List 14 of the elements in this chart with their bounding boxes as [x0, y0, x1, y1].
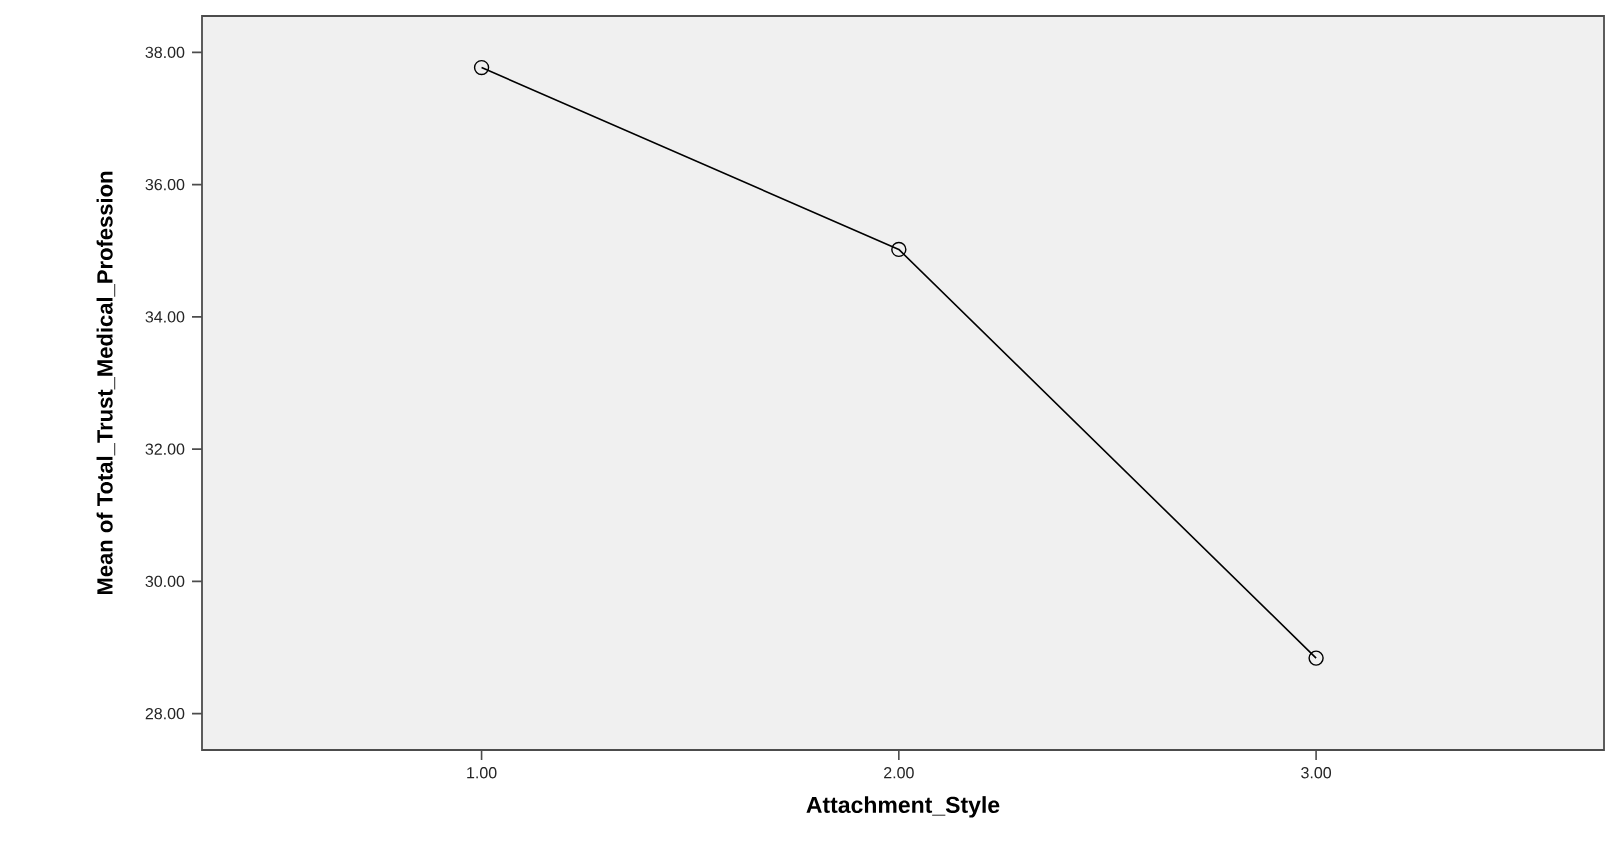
y-tick-label: 34.00 — [145, 311, 185, 323]
x-tick-label: 2.00 — [884, 767, 914, 779]
x-tick-label: 3.00 — [1301, 767, 1332, 779]
y-tick-label: 38.00 — [145, 46, 185, 59]
x-axis-title: Attachment_Style — [806, 796, 1000, 818]
y-tick-label: 30.00 — [145, 575, 185, 588]
point — [1308, 650, 1324, 666]
y-tick-label: 36.00 — [145, 178, 185, 191]
y-axis-title: Mean of Total_Trust_Medical_Profession — [96, 171, 116, 595]
x-tick-label: 1.00 — [467, 767, 497, 779]
point — [473, 59, 490, 76]
point — [891, 241, 907, 258]
y-tick-label: 28.00 — [145, 707, 185, 720]
y-tick-label: 32.00 — [145, 443, 185, 455]
